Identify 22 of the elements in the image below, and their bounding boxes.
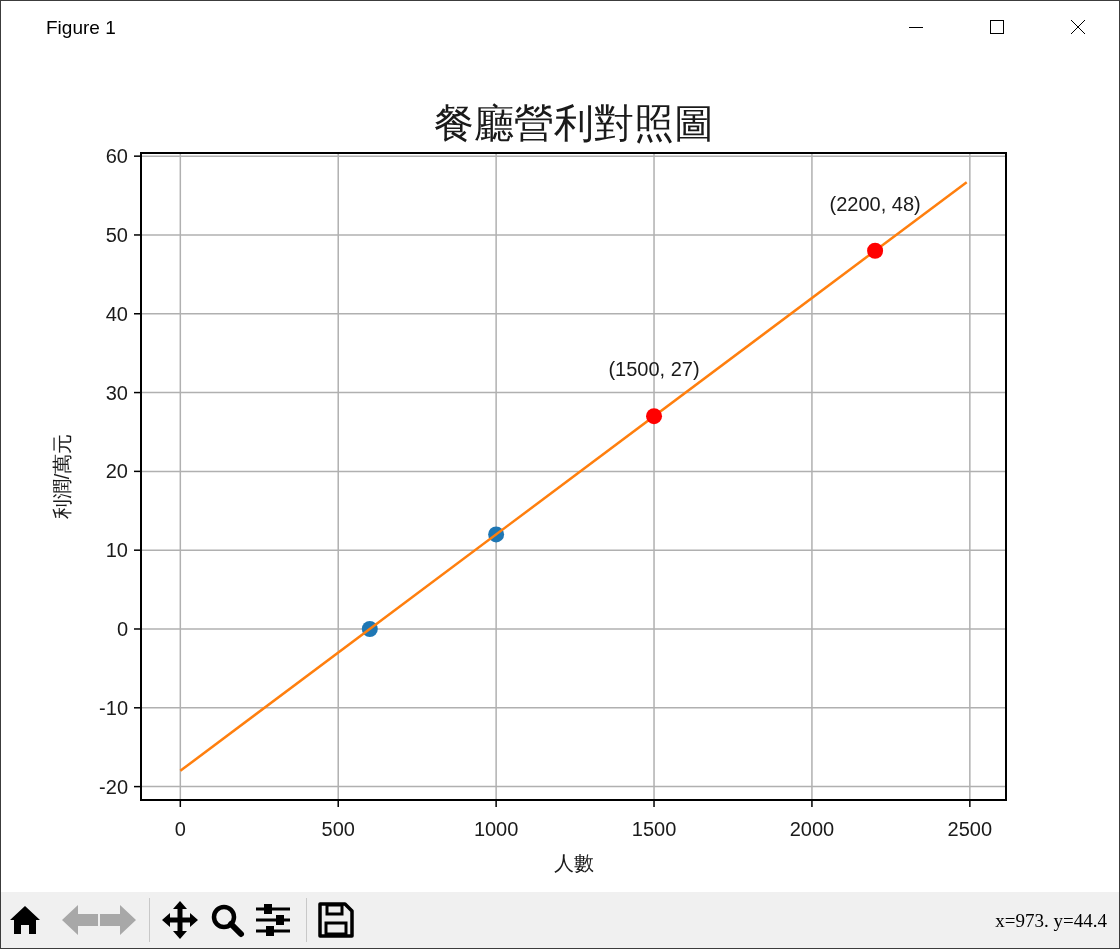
x-tick-label: 1000 xyxy=(473,818,519,840)
y-tick-label: 0 xyxy=(116,618,128,640)
x-tick-label: 0 xyxy=(174,818,186,840)
x-tick-label: 2000 xyxy=(789,818,835,840)
x-tick-label: 1500 xyxy=(631,818,677,840)
title: 餐廳營利對照圖 xyxy=(433,101,714,145)
y-tick-label: 30 xyxy=(105,381,128,404)
y-tick-label: 10 xyxy=(105,539,128,562)
y-axis-title: 利潤/萬元 xyxy=(51,433,73,520)
y-tick-label: 50 xyxy=(105,223,128,246)
annotation: (1500, 27) xyxy=(608,358,700,381)
window-title: Figure 1 xyxy=(46,17,116,38)
annotation: (2200, 48) xyxy=(829,192,921,215)
y-tick-label: 20 xyxy=(105,460,128,483)
status-text: x=973. y=44.4 xyxy=(995,910,1107,931)
x-tick-label: 500 xyxy=(321,818,355,840)
y-tick-label: -10 xyxy=(99,696,128,719)
x-axis-title: 人數 xyxy=(553,852,594,874)
y-tick-label: 60 xyxy=(105,145,128,168)
y-tick-label: 40 xyxy=(105,302,128,325)
y-tick-label: -20 xyxy=(99,775,128,798)
x-tick-label: 2500 xyxy=(947,818,993,840)
